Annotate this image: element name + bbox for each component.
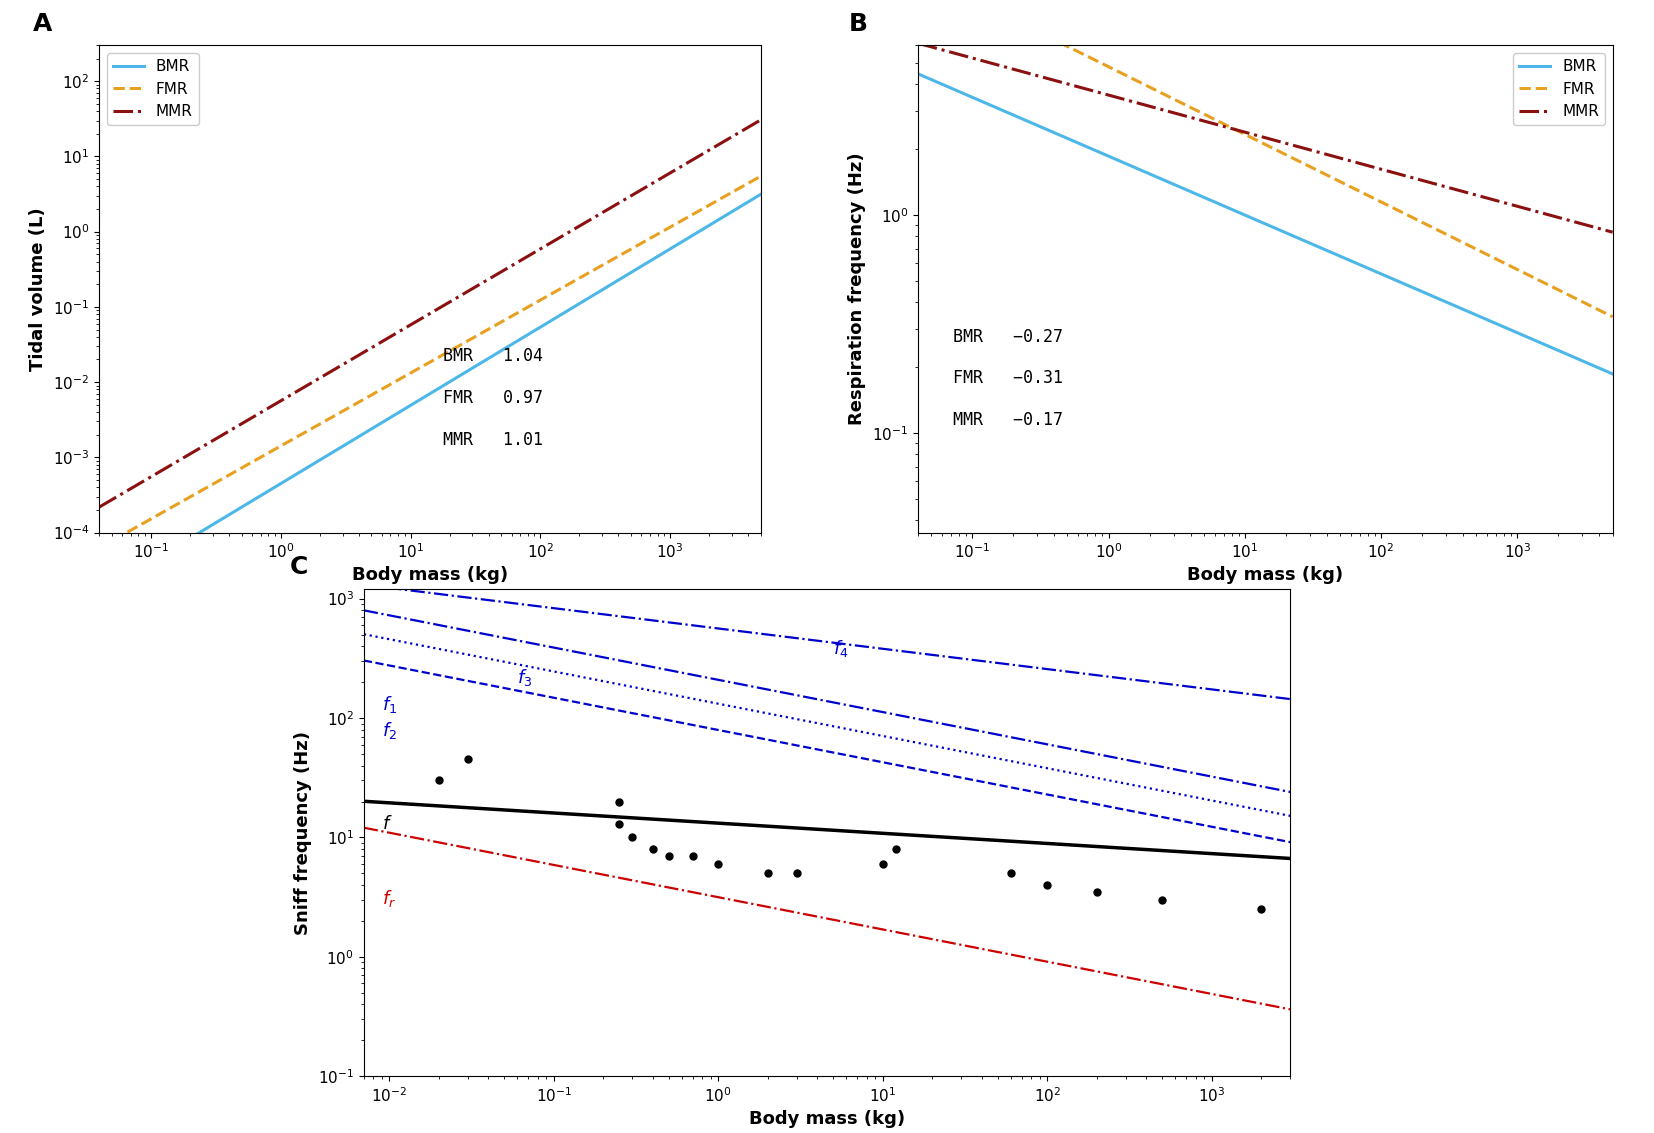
Text: $f_1$: $f_1$	[382, 693, 397, 715]
Text: $f_4$: $f_4$	[834, 638, 849, 659]
X-axis label: Body mass (kg): Body mass (kg)	[1188, 566, 1343, 585]
X-axis label: Body mass (kg): Body mass (kg)	[749, 1110, 905, 1128]
X-axis label: Body mass (kg): Body mass (kg)	[352, 566, 508, 585]
Legend: BMR, FMR, MMR: BMR, FMR, MMR	[1513, 53, 1604, 126]
Y-axis label: Respiration frequency (Hz): Respiration frequency (Hz)	[849, 153, 867, 425]
Text: $f$: $f$	[382, 815, 392, 833]
Text: BMR   −0.27

FMR   −0.31

MMR   −0.17: BMR −0.27 FMR −0.31 MMR −0.17	[953, 327, 1064, 429]
Text: A: A	[33, 11, 53, 35]
Y-axis label: Sniff frequency (Hz): Sniff frequency (Hz)	[294, 731, 313, 935]
Legend: BMR, FMR, MMR: BMR, FMR, MMR	[108, 53, 198, 126]
Text: $f_3$: $f_3$	[518, 666, 533, 688]
Text: BMR   1.04

FMR   0.97

MMR   1.01: BMR 1.04 FMR 0.97 MMR 1.01	[443, 348, 543, 449]
Text: B: B	[849, 11, 867, 35]
Text: C: C	[289, 555, 308, 579]
Text: $f_2$: $f_2$	[382, 721, 397, 741]
Text: $f_r$: $f_r$	[382, 888, 395, 909]
Y-axis label: Tidal volume (L): Tidal volume (L)	[30, 207, 48, 370]
